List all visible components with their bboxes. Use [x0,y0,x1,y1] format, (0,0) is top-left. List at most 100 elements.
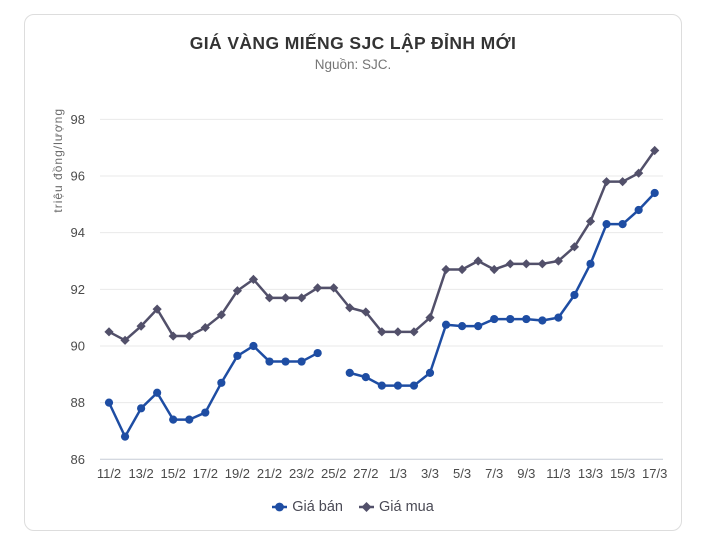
data-point[interactable] [650,188,659,198]
data-point[interactable] [361,307,371,317]
data-point[interactable] [618,220,627,229]
x-tick-label-7-3: 7/3 [485,466,503,481]
chart-legend: Giá bán Giá mua [25,499,681,515]
data-point[interactable] [281,357,290,366]
data-point[interactable] [554,313,563,322]
data-point[interactable] [409,327,419,337]
data-point[interactable] [553,256,563,266]
data-point[interactable] [521,259,531,269]
data-point[interactable] [602,220,611,229]
data-point[interactable] [249,341,258,351]
data-point[interactable] [136,321,146,331]
data-point[interactable] [104,398,114,407]
gia-ban-marker-icon [272,502,288,512]
y-tick-label-88: 88 [71,395,85,410]
data-point[interactable] [280,293,291,303]
data-point[interactable] [506,314,515,324]
chart-card: GIÁ VÀNG MIẾNG SJC LẬP ĐỈNH MỚI Nguồn: S… [24,14,682,531]
x-tick-label-15-3: 15/3 [610,466,635,481]
data-point[interactable] [153,388,162,397]
series-gia-mua [104,145,660,345]
data-point[interactable] [505,259,515,269]
data-point[interactable] [265,357,274,366]
data-point[interactable] [297,293,307,303]
data-point[interactable] [264,293,275,303]
data-point[interactable] [137,404,146,413]
data-point[interactable] [169,415,178,424]
x-tick-label-11-2: 11/2 [97,466,121,481]
data-point[interactable] [585,216,596,226]
data-point[interactable] [216,310,226,320]
x-tick-label-15-2: 15/2 [161,466,186,481]
legend-item-gia-ban[interactable]: Giá bán [272,499,343,515]
x-tick-label-1-3: 1/3 [389,466,407,481]
data-point[interactable] [361,373,370,382]
gridlines [100,118,663,460]
gia-mua-marker-icon [358,502,374,512]
data-point[interactable] [409,381,419,390]
x-axis-labels: 11/2 13/2 15/2 17/2 19/2 21/2 23/2 25/2 27/2 1/3 3… [97,466,668,481]
data-point[interactable] [634,168,644,178]
data-point[interactable] [586,259,595,268]
legend-item-gia-mua[interactable]: Giá mua [358,499,434,515]
data-point[interactable] [233,351,242,360]
data-point[interactable] [200,322,210,333]
y-tick-label-86: 86 [71,452,85,467]
data-point[interactable] [601,177,612,187]
data-point[interactable] [441,320,451,329]
x-tick-label-19-2: 19/2 [225,466,250,481]
data-point[interactable] [570,290,579,300]
x-tick-label-23-2: 23/2 [289,466,314,481]
data-point[interactable] [185,415,194,424]
data-point[interactable] [329,283,339,293]
data-point[interactable] [313,283,323,293]
y-axis-labels: 86 88 90 92 94 96 98 [71,112,85,467]
x-tick-label-5-3: 5/3 [453,466,471,481]
data-point[interactable] [313,348,322,358]
x-tick-label-27-2: 27/2 [353,466,378,481]
data-point[interactable] [425,313,435,323]
data-point[interactable] [458,322,467,331]
y-tick-label-96: 96 [71,169,85,184]
x-tick-label-11-3: 11/3 [546,466,570,481]
data-point[interactable] [184,331,194,341]
data-point[interactable] [345,303,355,313]
data-point[interactable] [120,335,130,345]
data-point[interactable] [489,264,499,275]
data-point[interactable] [393,381,402,390]
data-point[interactable] [538,316,547,325]
x-tick-label-9-3: 9/3 [517,466,535,481]
data-point[interactable] [618,177,628,187]
data-point[interactable] [474,322,483,331]
y-tick-label-90: 90 [71,338,85,353]
data-point[interactable] [377,381,386,390]
data-point[interactable] [634,205,643,215]
data-point[interactable] [490,314,499,324]
data-point[interactable] [120,432,130,441]
x-tick-label-13-3: 13/3 [578,466,603,481]
data-point[interactable] [441,264,451,275]
data-point[interactable] [457,264,467,275]
data-point[interactable] [297,357,306,366]
x-tick-label-17-2: 17/2 [193,466,218,481]
data-point[interactable] [473,256,483,266]
data-point[interactable] [217,378,226,387]
data-point[interactable] [377,327,387,337]
data-point[interactable] [168,331,178,341]
line-chart: triệu đồng/lượng 86 88 90 92 94 96 98 11/2 13/2 15… [51,108,668,481]
data-point[interactable] [522,314,531,324]
data-point[interactable] [104,327,114,337]
data-point[interactable] [232,286,242,296]
data-point[interactable] [393,327,403,337]
data-point[interactable] [345,368,354,377]
data-point[interactable] [425,368,435,377]
chart-title: GIÁ VÀNG MIẾNG SJC LẬP ĐỈNH MỚI [189,33,517,53]
data-point[interactable] [537,259,547,269]
data-point[interactable] [569,242,580,252]
data-point[interactable] [248,274,259,285]
data-point[interactable] [201,408,210,417]
x-tick-label-3-3: 3/3 [421,466,439,481]
data-point[interactable] [650,145,660,156]
data-point[interactable] [152,304,162,314]
y-tick-label-94: 94 [71,225,85,240]
